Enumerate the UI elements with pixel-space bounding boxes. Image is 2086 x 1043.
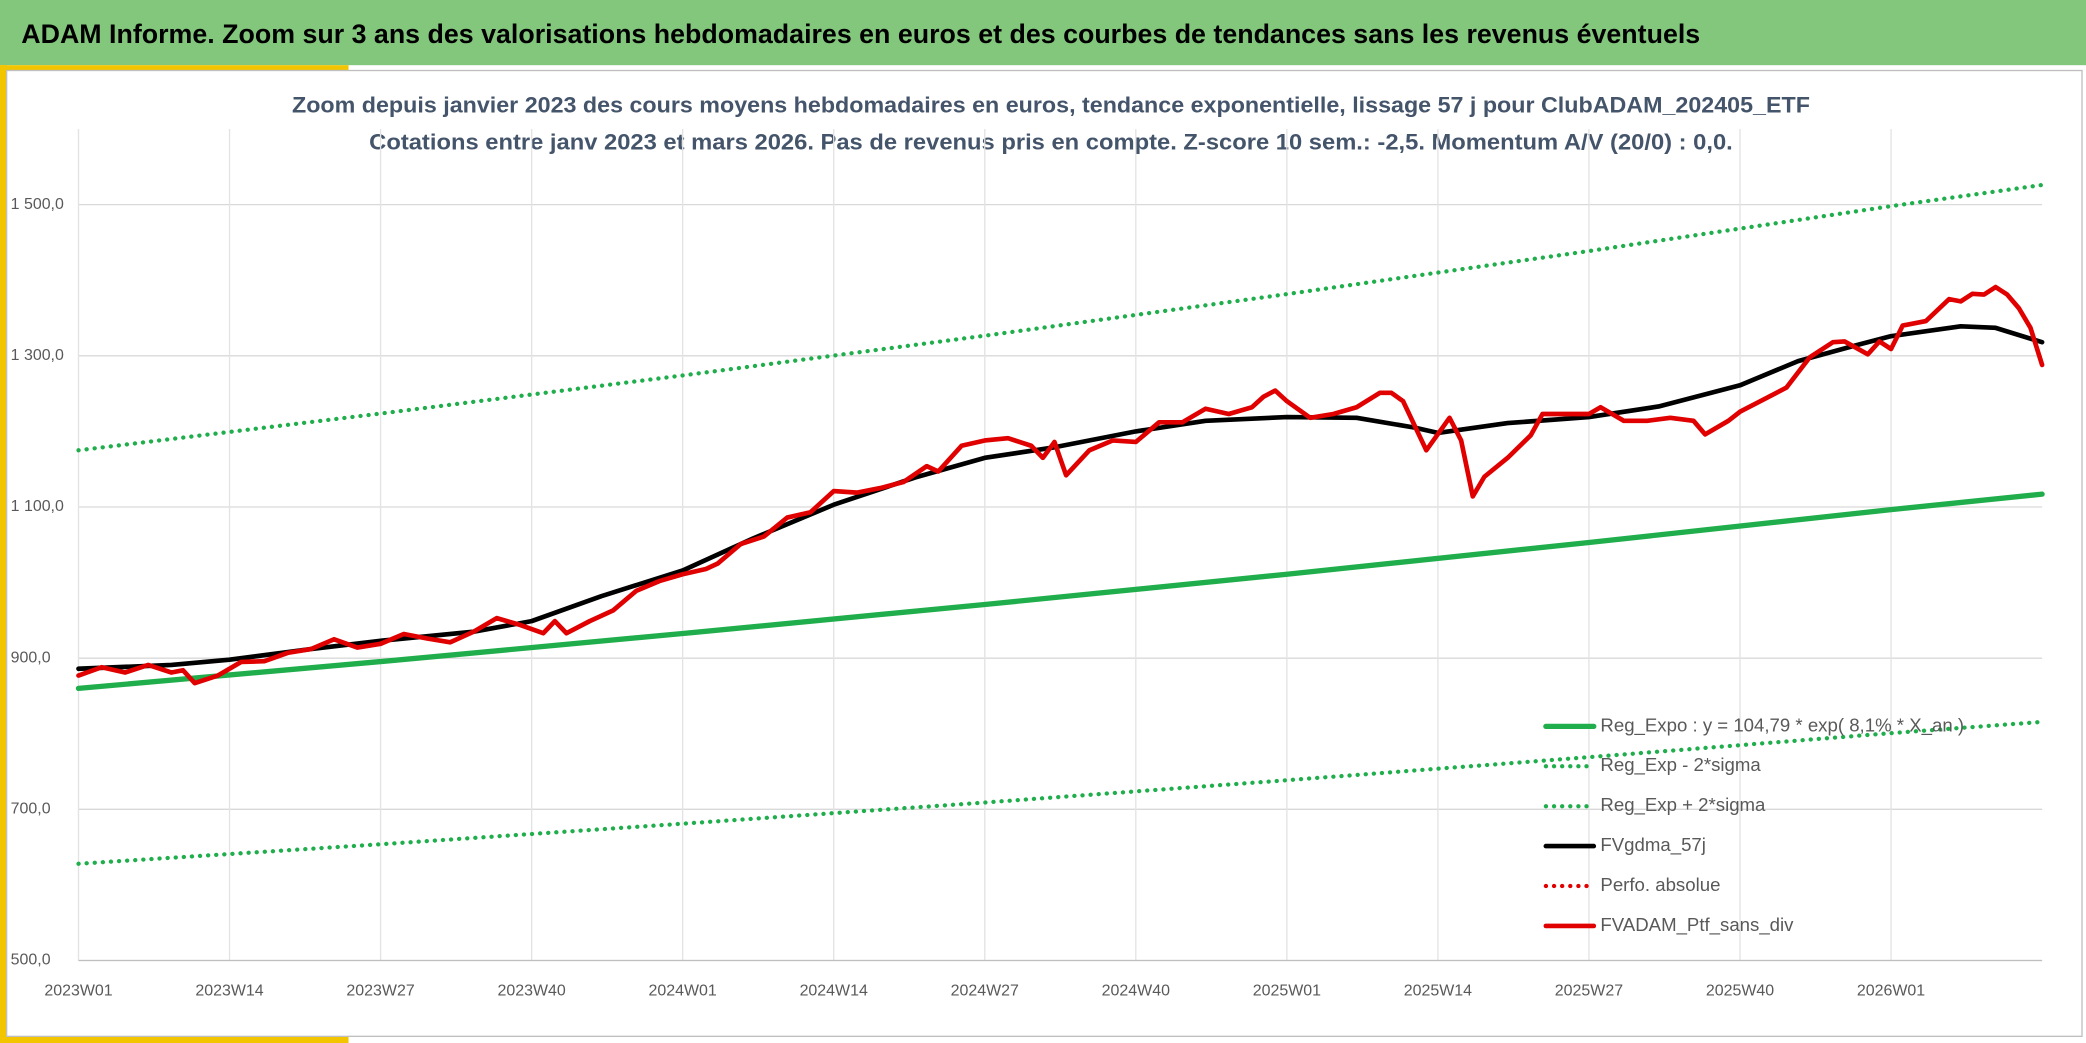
x-tick-label: 2024W40 (1102, 982, 1170, 999)
x-tick-label: 2024W14 (800, 982, 868, 999)
chart-border (5, 69, 2083, 1038)
series-line (76, 182, 2045, 453)
x-tick-label: 2026W01 (1857, 982, 1925, 999)
y-tick-label: 900,0 (11, 649, 51, 666)
legend-label: FVADAM_Ptf_sans_div (1600, 914, 1794, 936)
y-tick-label: 700,0 (11, 801, 51, 818)
header-bar (0, 0, 2086, 66)
series-line (76, 284, 2045, 686)
series-line (75, 491, 2045, 692)
legend-label: Perfo. absolue (1600, 874, 1720, 895)
x-tick-label: 2025W40 (1706, 982, 1774, 999)
legend-label: Reg_Expo : y = 104,79 * exp( 8,1% * X_an… (1600, 714, 1964, 736)
y-tick-label: 1 100,0 (11, 498, 64, 515)
legend-label: Reg_Exp - 2*sigma (1600, 754, 1761, 776)
x-tick-label: 2024W01 (649, 982, 717, 999)
accent (0, 65, 349, 71)
x-tick-label: 2023W14 (195, 982, 263, 999)
x-tick-label: 2025W14 (1404, 982, 1472, 999)
x-tick-label: 2024W27 (951, 982, 1019, 999)
x-tick-label: 2023W40 (497, 982, 565, 999)
page-title: ADAM Informe. Zoom sur 3 ans des valoris… (21, 19, 1700, 49)
accent (0, 65, 7, 1043)
y-tick-label: 1 300,0 (11, 347, 64, 364)
y-tick-label: 1 500,0 (11, 196, 64, 213)
x-tick-label: 2023W27 (346, 982, 414, 999)
y-tick-label: 500,0 (11, 952, 51, 969)
x-tick-label: 2025W27 (1555, 982, 1623, 999)
legend-label: Reg_Exp + 2*sigma (1600, 794, 1766, 816)
x-tick-label: 2023W01 (44, 982, 112, 999)
chart-subtitle: Cotations entre janv 2023 et mars 2026. … (369, 130, 1733, 155)
chart-title: Zoom depuis janvier 2023 des cours moyen… (292, 92, 1810, 117)
accent (0, 1036, 349, 1043)
legend-label: FVgdma_57j (1600, 834, 1706, 856)
x-tick-label: 2025W01 (1253, 982, 1321, 999)
